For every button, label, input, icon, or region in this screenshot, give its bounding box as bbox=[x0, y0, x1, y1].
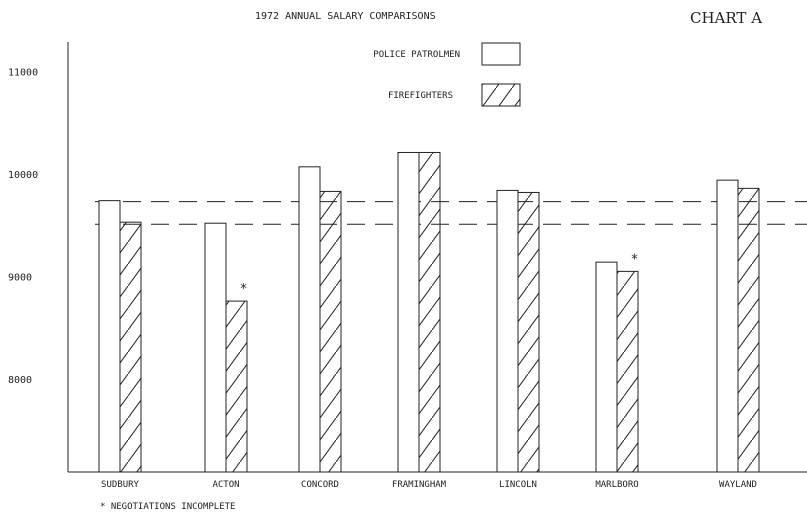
footnote: * NEGOTIATIONS INCOMPLETE bbox=[100, 502, 235, 512]
x-label-concord: CONCORD bbox=[301, 480, 339, 490]
bar-firefighters-wayland bbox=[737, 187, 760, 473]
bar-firefighters-marlboro bbox=[616, 270, 639, 473]
asterisk-acton: * bbox=[240, 282, 248, 297]
legend-label-police: POLICE PATROLMEN bbox=[373, 50, 460, 60]
bar-police-sudbury bbox=[98, 200, 121, 473]
x-label-framingham: FRAMINGHAM bbox=[392, 480, 447, 490]
y-tick-10000: 10000 bbox=[8, 170, 38, 181]
y-tick-11000: 11000 bbox=[8, 68, 38, 79]
bar-police-acton bbox=[204, 222, 227, 473]
chart-title: 1972 ANNUAL SALARY COMPARISONS bbox=[255, 11, 436, 22]
chart-label: CHART A bbox=[690, 9, 762, 27]
bar-firefighters-framingham bbox=[418, 151, 441, 473]
bar-police-lincoln bbox=[496, 189, 519, 473]
x-label-sudbury: SUDBURY bbox=[101, 480, 140, 490]
legend: POLICE PATROLMEN FIREFIGHTERS bbox=[373, 42, 521, 107]
bars bbox=[98, 151, 760, 473]
legend-swatch-police bbox=[481, 42, 521, 66]
bar-firefighters-sudbury bbox=[119, 221, 142, 473]
legend-label-firefighters: FIREFIGHTERS bbox=[388, 91, 453, 101]
annotations: ** bbox=[240, 252, 639, 297]
y-tick-8000: 8000 bbox=[8, 375, 32, 386]
x-label-lincoln: LINCOLN bbox=[499, 480, 537, 490]
x-axis-labels: SUDBURY ACTON CONCORD FRAMINGHAM LINCOLN MARL… bbox=[101, 480, 757, 490]
y-tick-9000: 9000 bbox=[8, 273, 32, 284]
x-label-wayland: WAYLAND bbox=[719, 480, 757, 490]
bar-police-wayland bbox=[716, 179, 739, 473]
bar-police-framingham bbox=[397, 151, 420, 473]
bar-police-marlboro bbox=[595, 261, 618, 473]
legend-swatch-firefighters bbox=[481, 83, 521, 107]
bar-firefighters-concord bbox=[319, 190, 342, 473]
bar-police-concord bbox=[298, 166, 321, 473]
x-label-marlboro: MARLBORO bbox=[595, 480, 638, 490]
bar-firefighters-acton bbox=[225, 300, 248, 473]
reference-lines bbox=[95, 201, 807, 225]
x-label-acton: ACTON bbox=[212, 480, 239, 490]
asterisk-marlboro: * bbox=[631, 252, 639, 267]
bar-firefighters-lincoln bbox=[517, 191, 540, 473]
y-axis-labels: 8000 9000 10000 11000 bbox=[8, 68, 38, 387]
